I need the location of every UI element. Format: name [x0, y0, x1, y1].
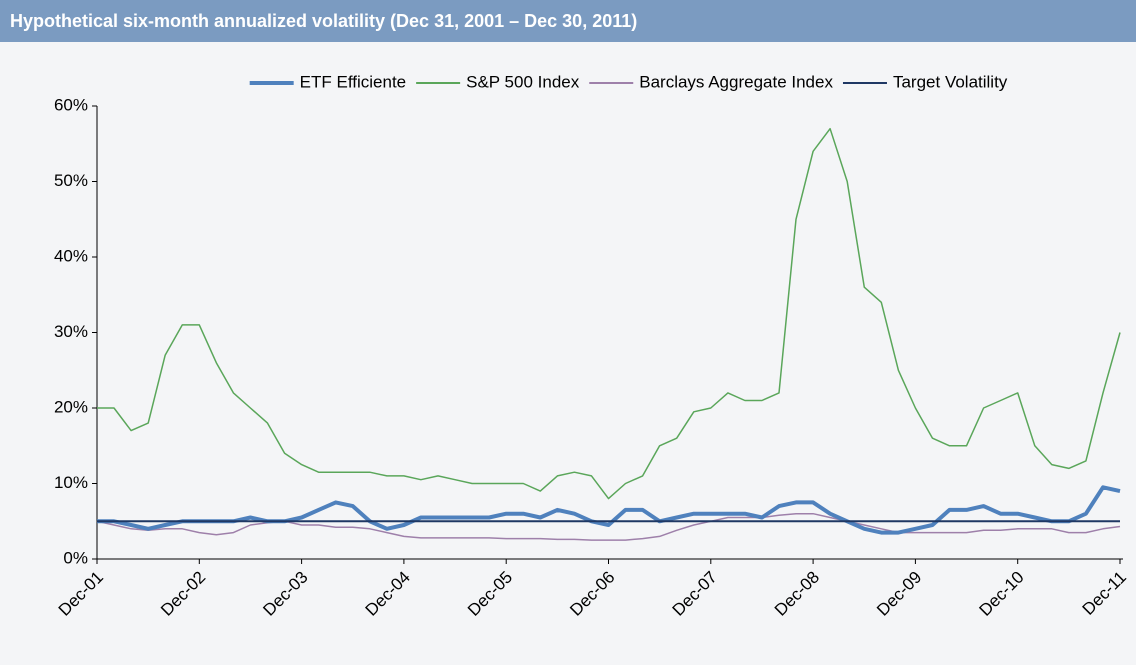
- header-bar: [0, 0, 1136, 42]
- y-tick-label: 50%: [54, 171, 88, 190]
- chart-title: Hypothetical six-month annualized volati…: [10, 11, 637, 31]
- legend-label: ETF Efficiente: [300, 72, 406, 91]
- y-tick-label: 60%: [54, 95, 88, 114]
- y-tick-label: 40%: [54, 246, 88, 265]
- series-line: [97, 127, 1121, 500]
- legend-label: Barclays Aggregate Index: [639, 72, 833, 91]
- legend-label: S&P 500 Index: [466, 72, 580, 91]
- y-tick-label: 30%: [54, 322, 88, 341]
- legend-label: Target Volatility: [893, 72, 1008, 91]
- y-tick-label: 20%: [54, 397, 88, 416]
- y-tick-label: 0%: [63, 548, 88, 567]
- y-tick-label: 10%: [54, 473, 88, 492]
